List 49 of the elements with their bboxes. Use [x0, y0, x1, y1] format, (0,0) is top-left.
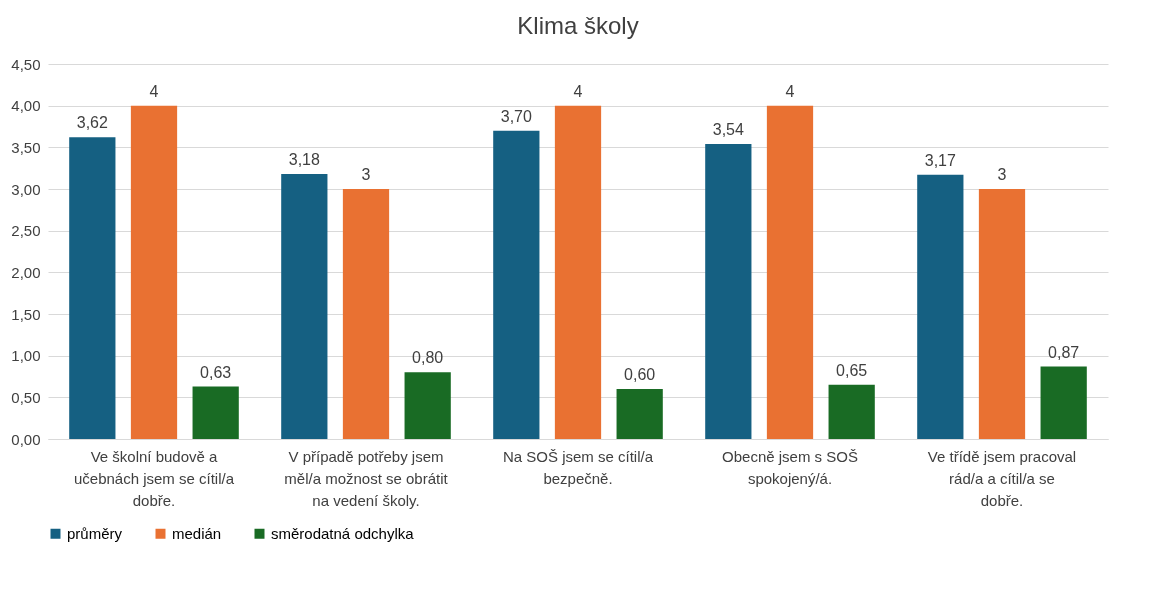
- x-tick-label: V případě potřeby jsem měl/a možnost se obrátit na vedení školy.: [284, 447, 449, 509]
- y-tick-label: 1,00: [11, 347, 41, 365]
- bar: [616, 389, 663, 439]
- y-tick-label: 0,50: [11, 388, 41, 406]
- y-tick-label: 0,00: [11, 430, 41, 448]
- bar: [917, 174, 964, 439]
- data-label: 4: [785, 82, 795, 100]
- bar: [342, 189, 390, 439]
- x-tick-label: Na SOŠ jsem se cítil/a bezpečně.: [502, 447, 654, 487]
- data-label: 3,18: [288, 151, 320, 168]
- y-tick-label: 3,50: [11, 138, 41, 156]
- bar: [493, 130, 540, 439]
- data-label: 3,70: [500, 107, 532, 125]
- y-tick-label: 1,50: [11, 305, 41, 323]
- bar: [192, 386, 239, 439]
- data-label: 3,62: [76, 114, 108, 132]
- y-tick-label: 4,00: [11, 97, 41, 115]
- data-label: 3: [997, 166, 1007, 183]
- bar: [705, 144, 752, 439]
- data-label: 3,54: [712, 121, 744, 138]
- chart-title: Klima školy: [517, 12, 639, 39]
- data-label: 0,87: [1048, 343, 1080, 361]
- bar: [554, 105, 602, 439]
- bar: [828, 384, 875, 439]
- data-label: 0,65: [836, 361, 868, 379]
- y-tick-label: 4,50: [11, 55, 41, 73]
- bar: [404, 372, 451, 439]
- y-tick-label: 3,00: [11, 180, 41, 198]
- data-label: 4: [573, 82, 583, 100]
- bar: [69, 137, 116, 439]
- y-tick-label: 2,00: [11, 263, 41, 281]
- data-label: 0,80: [412, 349, 444, 367]
- x-tick-label: Ve třídě jsem pracoval rád/a a cítil/a se dobře.: [927, 447, 1077, 509]
- bar: [130, 105, 178, 439]
- bar: [281, 174, 328, 439]
- legend-label: průměry: [67, 524, 123, 542]
- data-label: 3: [361, 166, 371, 183]
- bar: [1040, 366, 1087, 439]
- legend-label: medián: [172, 524, 222, 542]
- data-label: 4: [149, 82, 159, 100]
- bar: [978, 189, 1026, 439]
- data-label: 3,17: [924, 151, 956, 169]
- y-tick-label: 2,50: [11, 222, 41, 240]
- x-tick-label: Obecně jsem s SOŠ spokojený/á.: [722, 447, 858, 487]
- x-tick-label: Ve školní budově a učebnách jsem se cítil/a dobře.: [73, 447, 235, 509]
- data-label: 0,60: [624, 366, 656, 383]
- legend-label: směrodatná odchylka: [271, 524, 415, 542]
- bar: [766, 105, 814, 439]
- data-label: 0,63: [200, 363, 232, 381]
